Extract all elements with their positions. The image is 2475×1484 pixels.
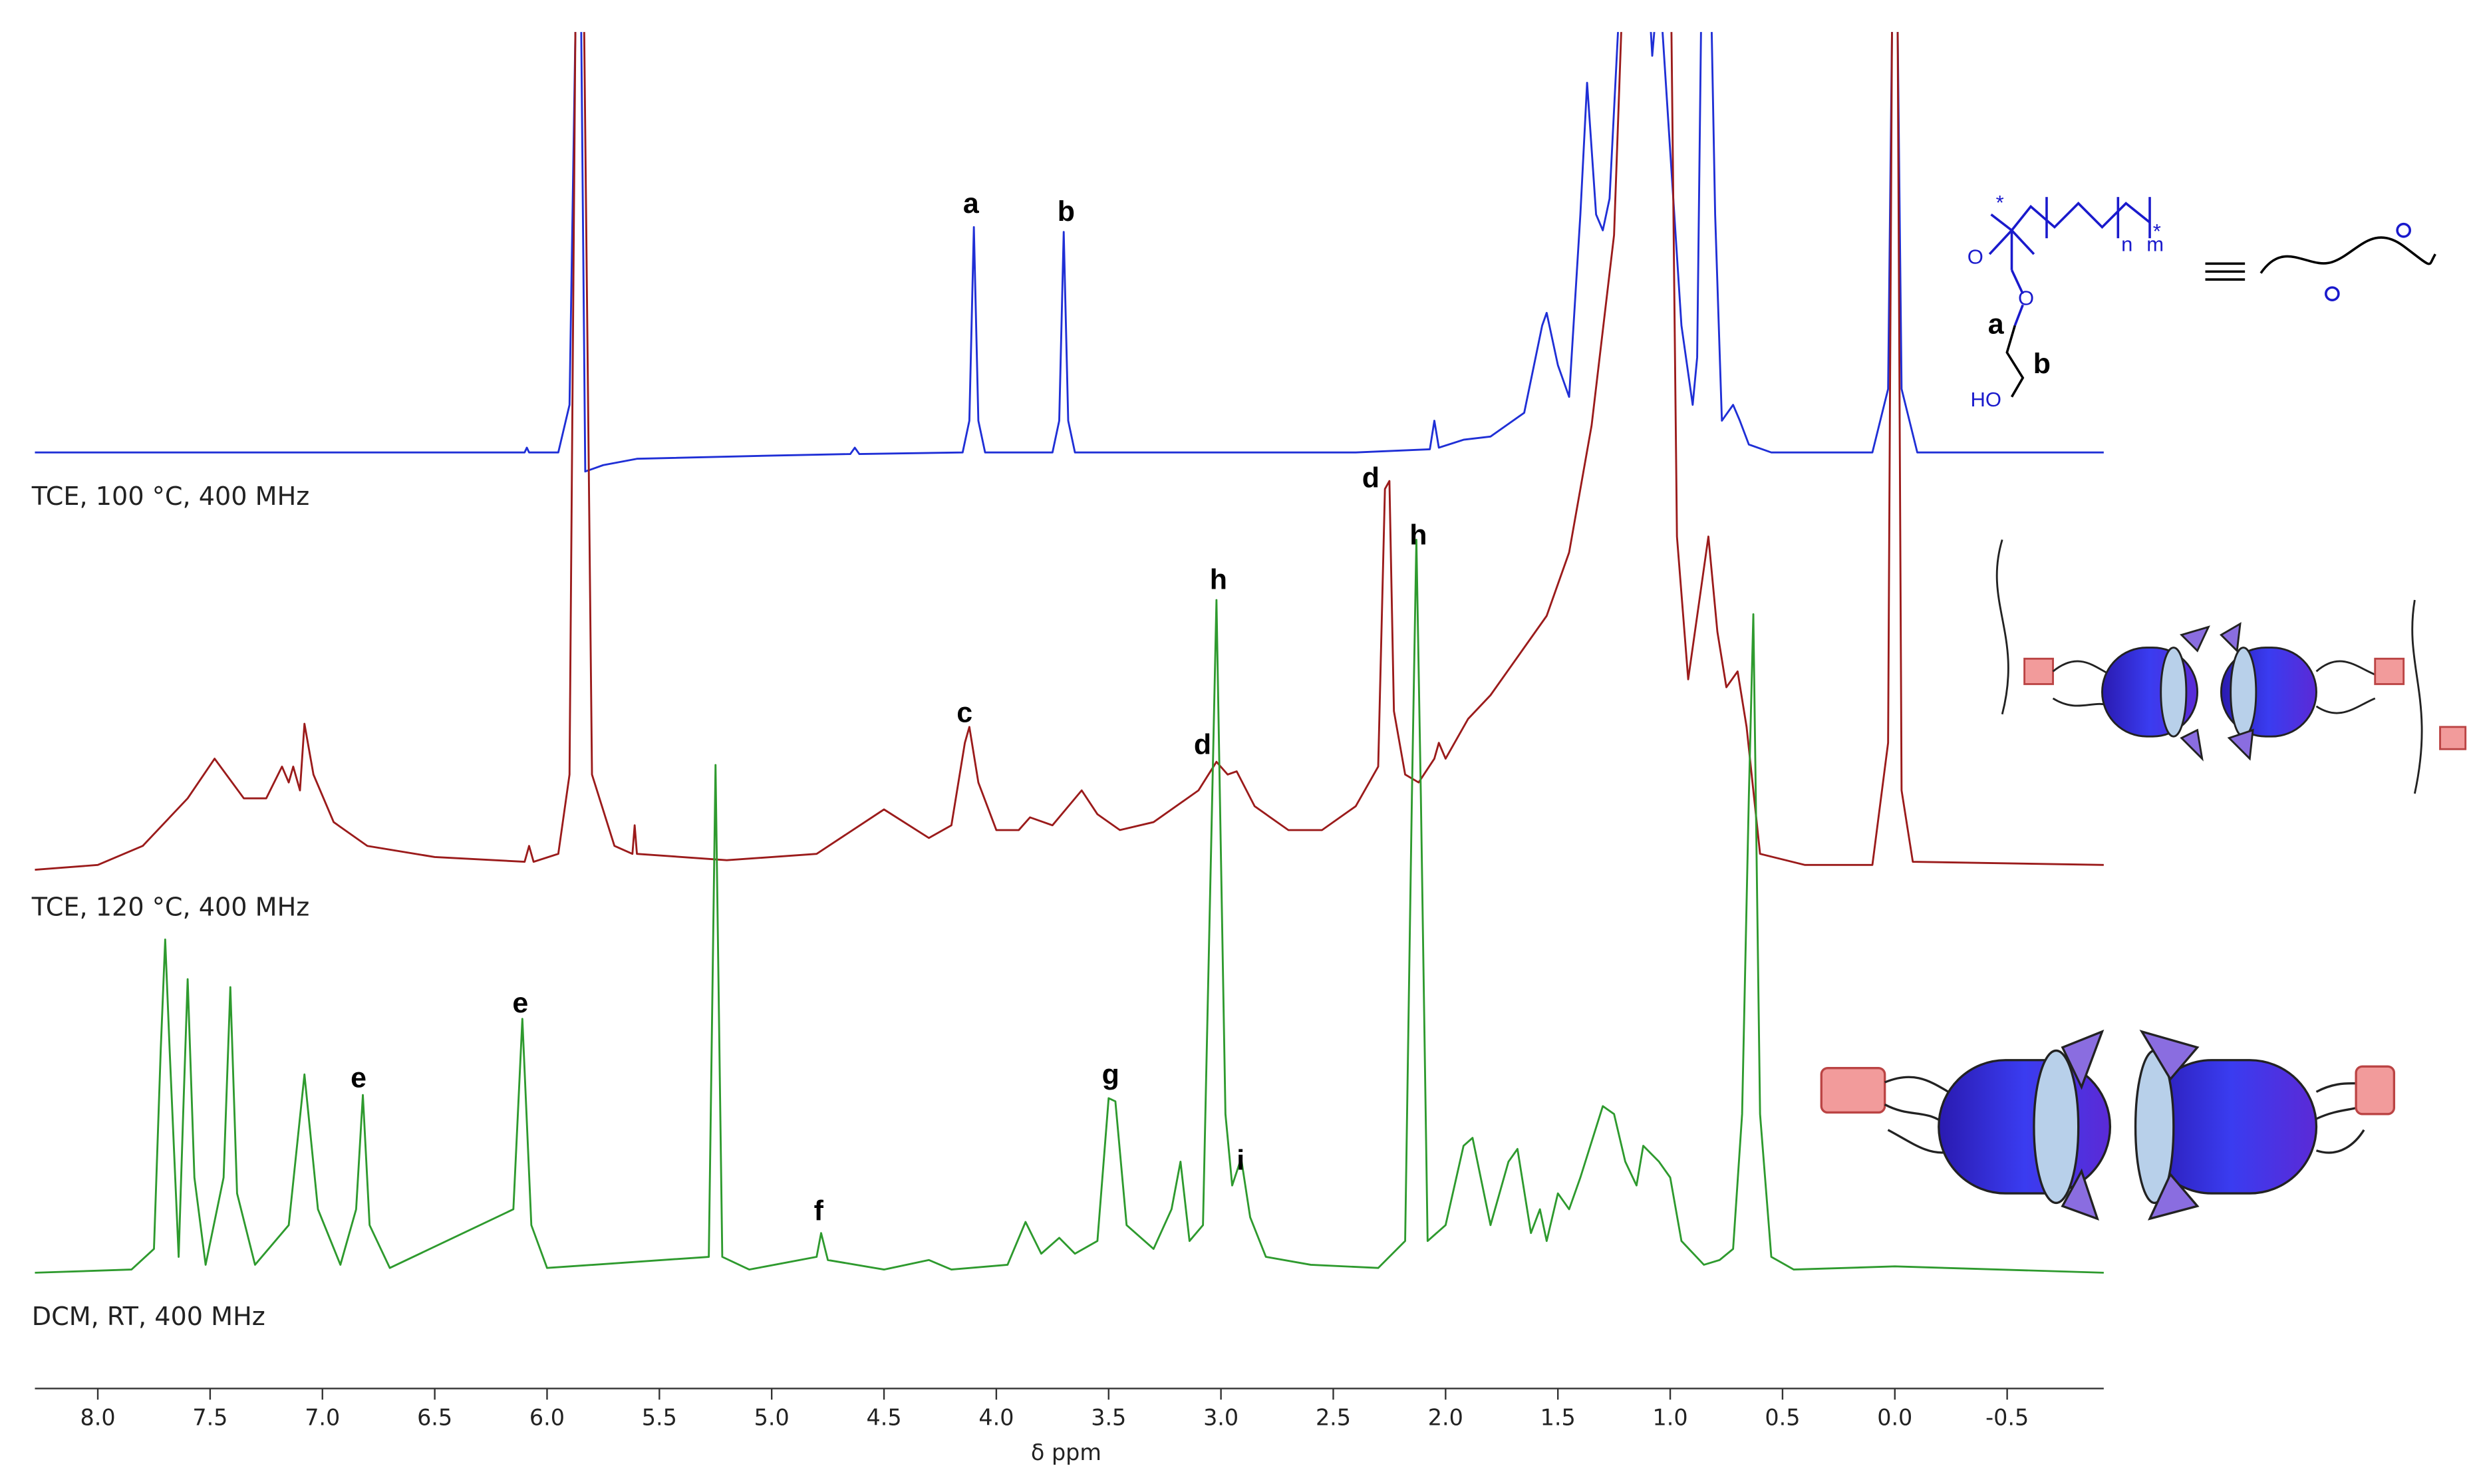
structure-label: n xyxy=(2121,232,2132,255)
structure-label: * xyxy=(2153,220,2161,243)
flap xyxy=(2220,622,2242,653)
assembly-cartoon xyxy=(1820,1029,2396,1221)
chain xyxy=(1995,539,2009,715)
cartoon-oh xyxy=(2396,222,2411,238)
x-axis-label: δ ppm xyxy=(1031,1439,1101,1465)
peak-label: c xyxy=(956,697,972,729)
peak-label: g xyxy=(1102,1059,1119,1091)
x-tick-label: 1.0 xyxy=(1653,1404,1688,1430)
x-tick-label: 7.0 xyxy=(305,1404,340,1430)
plot-area xyxy=(35,32,2104,1274)
bond xyxy=(2010,269,2024,295)
spectrum xyxy=(35,32,2104,473)
structure-label: O xyxy=(2018,286,2034,309)
stopper xyxy=(2023,657,2054,685)
peak-label: h xyxy=(1409,519,1427,551)
bond xyxy=(2005,325,2025,398)
x-tick-label: 3.5 xyxy=(1091,1404,1126,1430)
stopper xyxy=(2355,1065,2396,1115)
flap xyxy=(2148,1172,2200,1221)
x-tick-label: 0.0 xyxy=(1877,1404,1912,1430)
stopper xyxy=(2374,657,2405,685)
stopper xyxy=(2439,726,2467,750)
spectrum xyxy=(35,32,2104,871)
x-tick-label: 3.0 xyxy=(1203,1404,1238,1430)
flap xyxy=(2227,728,2254,761)
ring xyxy=(2033,1049,2080,1205)
structure-label: b xyxy=(2033,348,2051,380)
x-tick-label: 0.5 xyxy=(1765,1404,1800,1430)
chains xyxy=(2315,660,2376,714)
x-tick-label: 6.5 xyxy=(417,1404,452,1430)
flap xyxy=(2061,1029,2105,1090)
bond xyxy=(1988,229,2013,255)
x-tick-label: 5.5 xyxy=(642,1404,677,1430)
structure-label: a xyxy=(1988,308,2005,340)
series-label: TCE, 120 °C, 400 MHz xyxy=(31,893,310,922)
series-label: TCE, 100 °C, 400 MHz xyxy=(31,482,310,511)
spectrum xyxy=(35,538,2104,1274)
flap xyxy=(2139,1030,2200,1082)
peak-label: f xyxy=(814,1195,824,1227)
flap xyxy=(2061,1168,2099,1221)
x-tick-label: 5.0 xyxy=(754,1404,790,1430)
peak-labels: a b c d d h h e e f g i xyxy=(351,188,1427,1227)
peak-label: d xyxy=(1194,728,1211,760)
peak-label: e xyxy=(512,987,528,1019)
chains xyxy=(2052,660,2111,708)
cartoon-oh xyxy=(2324,286,2340,301)
x-tick-label: 2.5 xyxy=(1316,1404,1351,1430)
x-tick-label: 4.0 xyxy=(978,1404,1014,1430)
peak-label: i xyxy=(1237,1144,1244,1176)
flap xyxy=(2180,728,2204,762)
bond xyxy=(2013,304,2024,327)
ring xyxy=(2230,647,2257,738)
chain xyxy=(2411,599,2423,794)
peak-label: a xyxy=(963,188,980,220)
x-tick-label: 8.0 xyxy=(80,1404,115,1430)
stopper xyxy=(1820,1067,1886,1114)
peak-label: e xyxy=(351,1062,366,1094)
structure-label: * xyxy=(1996,191,2004,214)
series-label: DCM, RT, 400 MHz xyxy=(32,1302,265,1331)
x-tick-label: 6.0 xyxy=(529,1404,565,1430)
x-tick-label: 2.0 xyxy=(1428,1404,1463,1430)
structure-label: O xyxy=(1967,245,1983,268)
structure-label: HO xyxy=(1970,388,2001,411)
x-tick-label: 4.5 xyxy=(867,1404,902,1430)
bond xyxy=(2011,229,2035,255)
flap xyxy=(2180,625,2210,653)
polymer-chain xyxy=(1990,202,2151,232)
peak-label: h xyxy=(1210,563,1227,595)
ring xyxy=(2160,647,2188,738)
peak-label: b xyxy=(1058,196,1075,227)
x-tick-label: -0.5 xyxy=(1985,1404,2029,1430)
assembly-cartoon xyxy=(1995,539,2467,794)
structure-label: m xyxy=(2146,232,2164,255)
cartoon-chain xyxy=(2259,236,2436,274)
peak-label: d xyxy=(1362,462,1380,494)
x-tick-label: 7.5 xyxy=(192,1404,227,1430)
x-tick-label: 1.5 xyxy=(1540,1404,1576,1430)
structure xyxy=(1988,197,2436,398)
structure-labels: * * n m O O a b HO xyxy=(1967,191,2164,411)
